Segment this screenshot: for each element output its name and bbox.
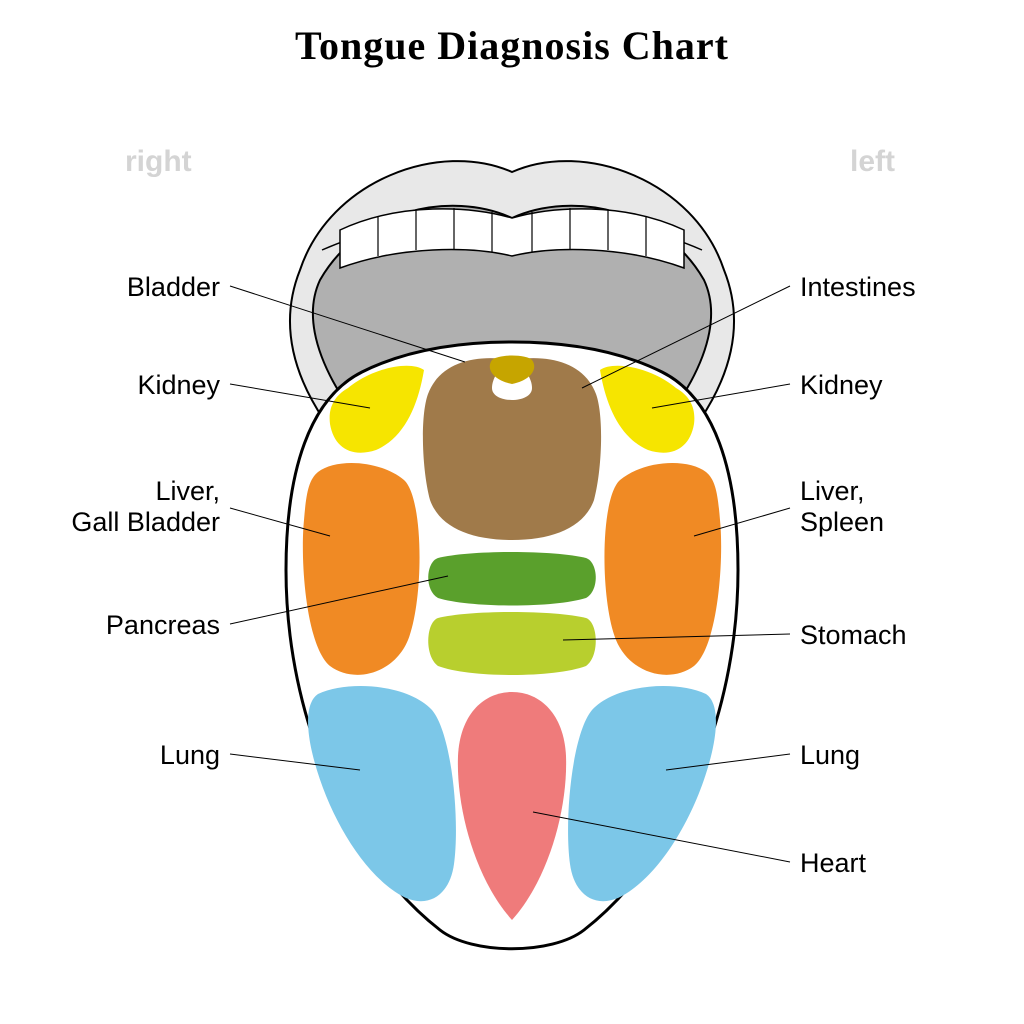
label-liver-l: Liver, Spleen xyxy=(800,476,884,538)
label-heart: Heart xyxy=(800,848,866,879)
region-pancreas xyxy=(428,552,596,606)
label-pancreas: Pancreas xyxy=(106,610,220,641)
region-stomach xyxy=(428,612,596,675)
region-lung-right xyxy=(308,686,456,901)
label-liver-r: Liver, Gall Bladder xyxy=(71,476,220,538)
label-lung-l: Lung xyxy=(800,740,860,771)
label-kidney-r: Kidney xyxy=(137,370,220,401)
region-liver-right xyxy=(303,463,420,675)
region-liver-left xyxy=(604,463,721,675)
region-lung-left xyxy=(568,686,716,901)
stage: Tongue Diagnosis Chart right left xyxy=(0,0,1024,1024)
label-kidney-l: Kidney xyxy=(800,370,883,401)
label-bladder: Bladder xyxy=(127,272,220,303)
label-lung-r: Lung xyxy=(160,740,220,771)
label-intestines: Intestines xyxy=(800,272,916,303)
label-stomach: Stomach xyxy=(800,620,907,651)
